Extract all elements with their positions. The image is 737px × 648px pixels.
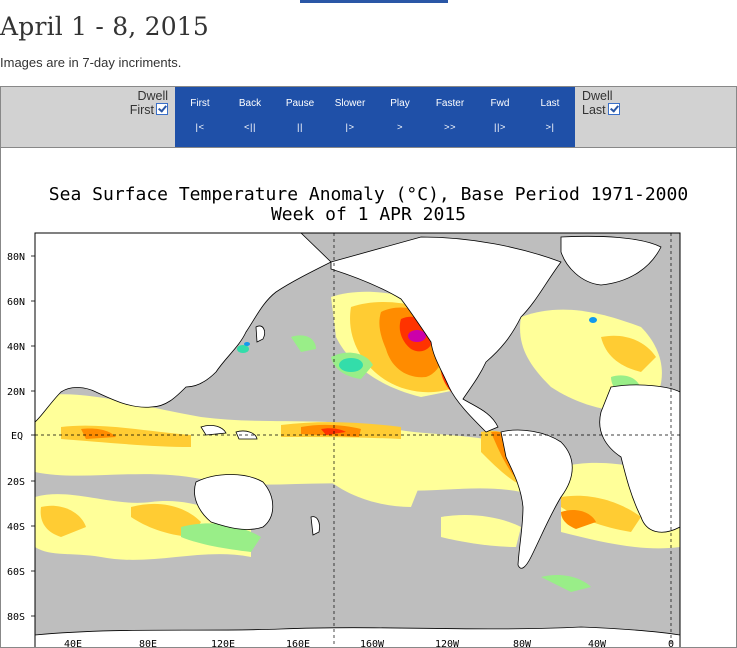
- dwell-last-checkbox[interactable]: [607, 103, 620, 115]
- page-subtitle: Images are in 7-day incriments.: [0, 55, 182, 70]
- last-button[interactable]: Last >|: [525, 87, 575, 147]
- back-button[interactable]: Back <||: [225, 87, 275, 147]
- cool-anomaly-strong: [244, 317, 597, 346]
- longitude-labels: 40E 80E 120E 160E 160W 120W 80W 40W 0: [64, 639, 674, 647]
- latitude-ticks: [31, 255, 35, 617]
- animation-viewer: Dwell First First |< Back <|| Pause || Slow…: [0, 86, 737, 648]
- playback-button-bar: First |< Back <|| Pause || Slower |> Play > F…: [175, 87, 575, 147]
- lon-label: 120E: [211, 639, 235, 647]
- faster-icon: >>: [443, 122, 457, 133]
- first-button[interactable]: First |<: [175, 87, 225, 147]
- lat-label: 80S: [7, 612, 25, 623]
- lon-label: 80W: [513, 639, 532, 647]
- dwell-first-label-top: Dwell: [137, 89, 168, 103]
- lat-label: EQ: [11, 431, 23, 442]
- last-button-label: Last: [540, 98, 560, 109]
- pause-button-label: Pause: [285, 98, 315, 109]
- lon-label: 40W: [588, 639, 607, 647]
- play-icon: >: [396, 122, 404, 133]
- slower-button-label: Slower: [334, 98, 366, 109]
- map-title: Sea Surface Temperature Anomaly (°C), Ba…: [48, 184, 689, 205]
- cool-anomaly-medium: [237, 345, 363, 372]
- dwell-last-label-top: Dwell: [582, 89, 613, 103]
- latitude-labels: 80N 60N 40N 20N EQ 20S 40S 60S 80S: [7, 252, 25, 623]
- first-button-label: First: [190, 98, 210, 109]
- dwell-first-label: First: [129, 103, 154, 117]
- lon-label: 160E: [286, 639, 310, 647]
- lon-label: 160W: [360, 639, 385, 647]
- dwell-first-control[interactable]: Dwell First: [130, 89, 168, 117]
- page-title: April 1 - 8, 2015: [0, 12, 210, 41]
- dwell-last-label: Last: [582, 103, 606, 117]
- lon-label: 0: [668, 639, 674, 647]
- back-button-label: Back: [238, 98, 262, 109]
- lat-label: 40S: [7, 522, 25, 533]
- back-icon: <||: [244, 122, 256, 133]
- last-icon: >|: [545, 122, 555, 133]
- lon-label: 120W: [435, 639, 460, 647]
- pause-icon: ||: [297, 122, 303, 133]
- slower-icon: |>: [345, 122, 355, 133]
- lat-label: 20N: [7, 387, 25, 398]
- faster-button[interactable]: Faster >>: [425, 87, 475, 147]
- dwell-last-control[interactable]: Dwell Last: [582, 89, 620, 117]
- lat-label: 20S: [7, 477, 25, 488]
- lat-label: 40N: [7, 342, 25, 353]
- lat-label: 60N: [7, 297, 25, 308]
- fwd-button[interactable]: Fwd ||>: [475, 87, 525, 147]
- lat-label: 60S: [7, 567, 25, 578]
- land-masses: [35, 233, 680, 647]
- lon-label: 80E: [139, 639, 157, 647]
- animation-controls: Dwell First First |< Back <|| Pause || Slow…: [1, 87, 736, 148]
- map-date: Week of 1 APR 2015: [270, 204, 467, 225]
- first-icon: |<: [195, 122, 205, 133]
- play-button[interactable]: Play >: [375, 87, 425, 147]
- dwell-first-checkbox[interactable]: [156, 103, 168, 115]
- fwd-icon: ||>: [494, 122, 506, 133]
- pause-button[interactable]: Pause ||: [275, 87, 325, 147]
- faster-button-label: Faster: [435, 98, 465, 109]
- lat-label: 80N: [7, 252, 25, 263]
- slower-button[interactable]: Slower |>: [325, 87, 375, 147]
- lon-label: 40E: [64, 639, 82, 647]
- map-plot-area: [35, 233, 680, 647]
- play-button-label: Play: [390, 98, 410, 109]
- sst-anomaly-map: 80N 60N 40N 20N EQ 20S 40S 60S 80S 40E 8…: [7, 232, 681, 647]
- map-border: [34, 232, 681, 647]
- fwd-button-label: Fwd: [490, 98, 510, 109]
- top-accent-bar: [300, 0, 448, 3]
